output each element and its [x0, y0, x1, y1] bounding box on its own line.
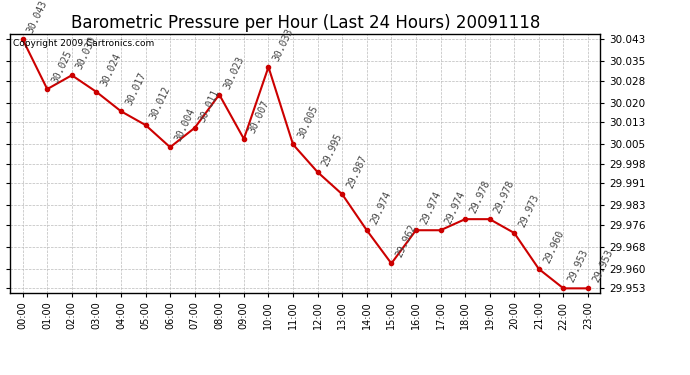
Text: 29.978: 29.978 — [468, 179, 492, 215]
Text: 29.962: 29.962 — [394, 223, 418, 259]
Text: 29.995: 29.995 — [320, 132, 344, 168]
Text: 29.953: 29.953 — [566, 248, 590, 284]
Text: 30.023: 30.023 — [222, 54, 246, 90]
Text: 29.974: 29.974 — [370, 190, 393, 226]
Text: 30.030: 30.030 — [75, 35, 99, 71]
Text: 29.974: 29.974 — [419, 190, 443, 226]
Text: 29.973: 29.973 — [517, 193, 541, 229]
Text: 30.024: 30.024 — [99, 51, 123, 88]
Text: 29.953: 29.953 — [591, 248, 615, 284]
Text: 30.025: 30.025 — [50, 49, 74, 85]
Text: 30.043: 30.043 — [26, 0, 50, 35]
Text: 30.012: 30.012 — [148, 85, 172, 121]
Text: 29.987: 29.987 — [345, 154, 369, 190]
Text: 30.005: 30.005 — [296, 104, 319, 140]
Text: 29.960: 29.960 — [542, 229, 566, 265]
Text: 30.004: 30.004 — [173, 107, 197, 143]
Text: 29.978: 29.978 — [493, 179, 516, 215]
Text: 29.974: 29.974 — [443, 190, 467, 226]
Text: 30.017: 30.017 — [124, 71, 148, 107]
Text: 30.033: 30.033 — [271, 27, 295, 63]
Text: 30.007: 30.007 — [246, 99, 270, 135]
Text: Copyright 2009 Cartronics.com: Copyright 2009 Cartronics.com — [13, 39, 155, 48]
Text: 30.011: 30.011 — [197, 87, 221, 124]
Title: Barometric Pressure per Hour (Last 24 Hours) 20091118: Barometric Pressure per Hour (Last 24 Ho… — [70, 14, 540, 32]
